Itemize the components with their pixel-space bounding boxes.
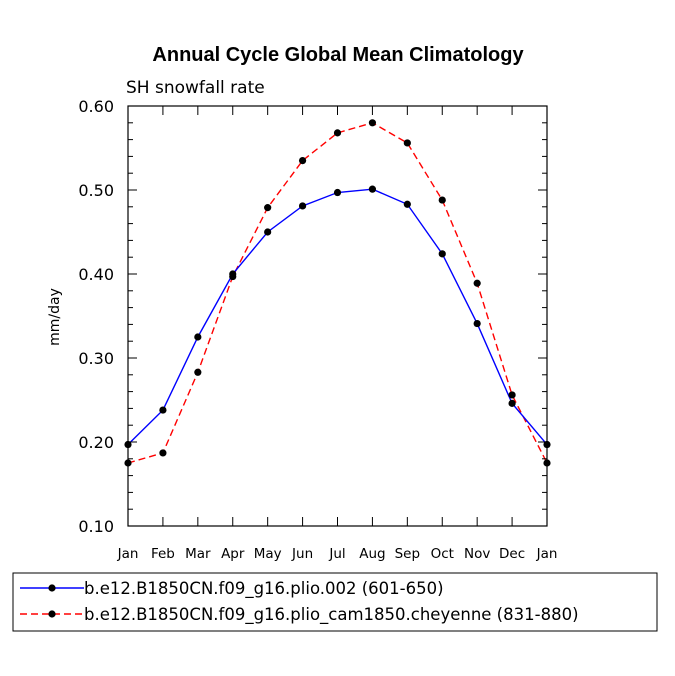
y-tick-label: 0.50 [78,181,114,200]
legend-label-1: b.e12.B1850CN.f09_g16.plio.002 (601-650) [84,579,444,599]
chart-subtitle: SH snowfall rate [126,78,265,98]
legend-box [12,572,658,632]
series-2-point [438,196,446,204]
x-tick-label: Jun [291,546,313,562]
x-tick-label: Dec [499,546,525,562]
x-tick-label: Nov [464,546,490,562]
x-tick-label: Jan [536,546,558,562]
series-1-point [403,200,411,208]
series-2-point [159,449,167,457]
ticks-layer: 0.10 0.20 0.30 0.40 0.50 0.60 Jan Feb Mar Apr May J… [78,97,557,562]
x-tick-label: Aug [359,546,385,562]
chart-title: Annual Cycle Global Mean Climatology [152,44,524,66]
y-tick-label: 0.60 [78,97,114,116]
legend-items: b.e12.B1850CN.f09_g16.plio.002 (601-650)… [20,579,579,625]
x-tick-label: Oct [431,546,454,562]
y-axis-label: mm/day [47,288,63,346]
series-layer [124,119,551,467]
series-1-point [298,202,307,210]
y-tick-label: 0.40 [78,265,114,284]
x-tick-label: Sep [395,546,420,562]
series-1-point [264,228,272,236]
series-2-point [194,368,202,376]
series-2-point [264,204,272,212]
x-tick-label: May [254,546,282,562]
plot-frame [127,105,548,527]
series-2-point [368,119,377,127]
series-2-point [229,272,237,281]
x-tick-label: Feb [151,546,175,562]
series-1-point [333,188,342,197]
legend: b.e12.B1850CN.f09_g16.plio.002 (601-650)… [12,572,658,632]
x-tick-label: Apr [221,546,245,562]
legend-marker-1 [48,584,56,592]
series-2-point [333,129,342,137]
legend-marker-2 [48,610,56,618]
series-1-point [438,250,446,258]
series-2-point [508,391,516,399]
series-2-point [473,279,481,287]
y-tick-label: 0.10 [78,517,114,536]
series-line-2 [127,122,548,464]
y-tick-label: 0.20 [78,433,114,452]
series-1-point [508,399,516,407]
x-tick-label: Jul [328,546,345,562]
series-1-point [159,406,167,414]
series-1-point [194,333,202,341]
series-1-point [473,319,481,328]
y-tick-label: 0.30 [78,349,114,368]
legend-label-2: b.e12.B1850CN.f09_g16.plio_cam1850.cheye… [84,605,579,625]
x-tick-label: Jan [117,546,139,562]
series-line-1 [127,188,548,446]
series-2-point [298,157,307,165]
x-tick-label: Mar [185,546,211,562]
series-1-point [368,185,377,193]
series-2-point [403,139,411,147]
